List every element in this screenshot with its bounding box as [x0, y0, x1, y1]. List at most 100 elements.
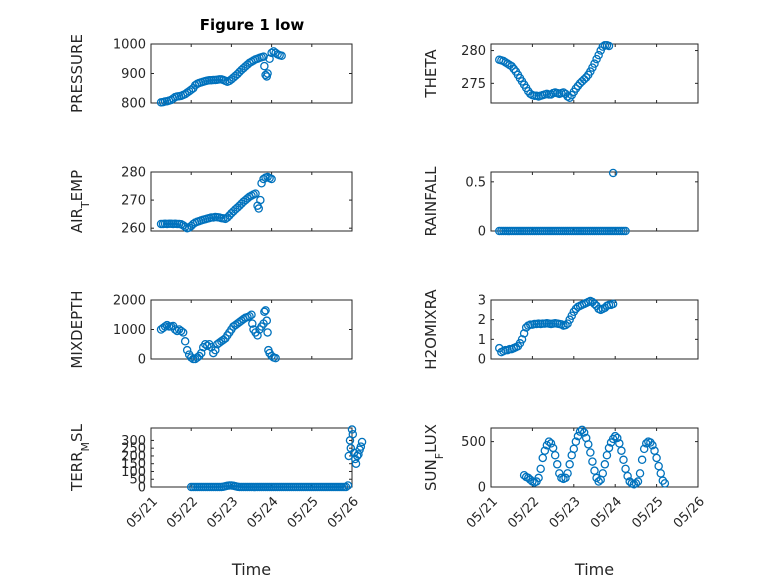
- mixdepth-series: [156, 306, 280, 364]
- air-temp-y-axis-label: AIRTEMP: [68, 170, 92, 233]
- h2omixra-y-tick-label: 0: [478, 353, 486, 368]
- sun-flux-data-point: [563, 469, 572, 478]
- sun-flux-data-point: [586, 448, 595, 457]
- theta-axes-frame: [490, 43, 699, 104]
- theta-data-point: [563, 92, 572, 101]
- pressure-data-point: [261, 70, 270, 80]
- air-temp-y-axis-label-tail: EMP: [68, 170, 86, 201]
- terr-msl-data-point: [356, 442, 366, 451]
- sun-flux-x-tick-label: 05/25: [629, 494, 666, 531]
- pressure-y-tick-label: 1000: [113, 38, 146, 53]
- air-temp-axes: 260 270 280 AIRTEMP: [68, 166, 353, 237]
- rainfall-y-tick-label: 0.5: [465, 175, 486, 190]
- sun-flux-data-point: [584, 440, 593, 449]
- sun-flux-data-point: [573, 431, 583, 441]
- mixdepth-y-tick-label: 0: [138, 353, 146, 368]
- theta-data-point: [590, 59, 599, 68]
- pressure-data-point: [277, 51, 286, 61]
- mixdepth-y-axis-label: MIXDEPTH: [68, 290, 86, 368]
- h2omixra-data-point: [608, 299, 618, 309]
- pressure-axes-frame: [150, 43, 353, 104]
- sun-flux-data-point: [561, 473, 570, 483]
- mixdepth-data-point: [211, 345, 220, 355]
- theta-data-point: [573, 81, 583, 91]
- terr-msl-x-tick-label: 05/25: [285, 494, 322, 531]
- terr-msl-data-point: [347, 425, 357, 434]
- rainfall-data-point: [608, 168, 618, 178]
- pressure-data-point: [260, 61, 269, 71]
- pressure-data-point: [265, 54, 274, 64]
- theta-data-point: [604, 41, 614, 51]
- air-temp-y-tick-label: 270: [121, 194, 146, 209]
- terr-msl-y-tick-label: 300: [121, 434, 146, 449]
- h2omixra-data-point: [590, 299, 599, 309]
- air-temp-y-axis-label-subscript: T: [79, 201, 92, 209]
- terr-msl-series: [186, 425, 367, 492]
- sun-flux-data-point: [617, 446, 626, 455]
- air-temp-data-point: [256, 195, 265, 205]
- sun-flux-data-point: [637, 455, 647, 465]
- terr-msl-x-tick-label: 05/24: [244, 494, 281, 531]
- sun-flux-data-point: [575, 427, 585, 436]
- theta-data-point: [546, 90, 556, 99]
- rainfall-y-axis-label: RAINFALL: [422, 166, 440, 237]
- terr-msl-data-point: [351, 459, 361, 468]
- h2omixra-y-tick-label: 3: [478, 294, 486, 309]
- sun-flux-y-axis-label: SUNFLUX: [422, 424, 446, 491]
- sun-flux-data-point: [604, 443, 614, 453]
- sun-flux-data-point: [610, 431, 620, 441]
- mixdepth-data-point: [178, 328, 188, 337]
- theta-data-point: [581, 73, 591, 82]
- pressure-y-axis-label: PRESSURE: [68, 34, 86, 113]
- sun-flux-x-tick-label: 05/22: [505, 494, 542, 531]
- mixdepth-data-point: [262, 316, 272, 325]
- h2omixra-y-tick-label: 2: [478, 313, 486, 328]
- mixdepth-data-point: [186, 353, 196, 362]
- air-temp-y-tick-label: 280: [121, 166, 146, 181]
- h2omixra-y-tick-label: 1: [478, 333, 486, 348]
- terr-msl-y-axis-label-tail: SL: [68, 423, 86, 442]
- sun-flux-data-point: [550, 450, 560, 460]
- rainfall-y-tick-label: 0: [478, 225, 486, 240]
- terr-msl-y-tick-label: 50: [129, 473, 146, 488]
- theta-y-axis-label: THETA: [422, 49, 440, 99]
- mixdepth-data-point: [203, 341, 212, 350]
- mixdepth-y-tick-label: 1000: [113, 323, 146, 338]
- mixdepth-data-point: [247, 310, 256, 319]
- sun-flux-data-point: [623, 471, 632, 481]
- air-temp-data-point: [251, 189, 260, 198]
- air-temp-data-point: [180, 222, 190, 232]
- pressure-axes: 800 900 1000 PRESSURE: [68, 34, 353, 113]
- mixdepth-data-point: [263, 328, 272, 337]
- sun-flux-x-tick-label: 05/21: [464, 494, 501, 531]
- theta-data-point: [499, 56, 508, 66]
- sun-flux-data-point: [546, 439, 556, 448]
- sun-flux-data-point: [555, 469, 564, 478]
- sun-flux-data-point: [639, 444, 649, 454]
- sun-flux-data-point: [660, 479, 670, 488]
- theta-data-point: [571, 84, 581, 93]
- terr-msl-y-tick-label: 150: [121, 457, 146, 472]
- theta-data-point: [565, 93, 574, 103]
- terr-msl-y-axis-label-subscript: M: [79, 442, 92, 452]
- sun-flux-data-point: [635, 469, 645, 478]
- sun-flux-data-point: [598, 469, 608, 478]
- pressure-data-point: [263, 69, 272, 78]
- mixdepth-data-point: [260, 307, 269, 317]
- theta-y-tick-label: 280: [461, 44, 486, 59]
- h2omixra-data-point: [561, 320, 570, 330]
- mixdepth-data-point: [180, 337, 190, 346]
- mixdepth-data-point: [248, 319, 257, 328]
- sun-flux-data-point: [594, 477, 603, 486]
- pressure-y-tick-label: 800: [121, 97, 146, 112]
- figure-title: Figure 1 low: [200, 16, 305, 34]
- sun-flux-series: [519, 425, 670, 489]
- rainfall-series: [495, 168, 630, 236]
- sun-flux-data-point: [544, 437, 554, 446]
- sun-flux-data-point: [652, 453, 661, 463]
- terr-msl-x-tick-label: 05/22: [164, 494, 201, 531]
- sun-flux-data-point: [565, 460, 574, 469]
- mixdepth-axes: 0 1000 2000 MIXDEPTH: [68, 290, 353, 369]
- sun-flux-x-tick-label: 05/24: [588, 494, 625, 531]
